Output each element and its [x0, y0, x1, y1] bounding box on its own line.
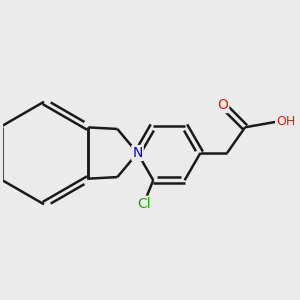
Text: N: N — [132, 146, 143, 160]
Text: Cl: Cl — [137, 197, 151, 211]
Text: OH: OH — [276, 115, 295, 128]
Text: O: O — [218, 98, 228, 112]
